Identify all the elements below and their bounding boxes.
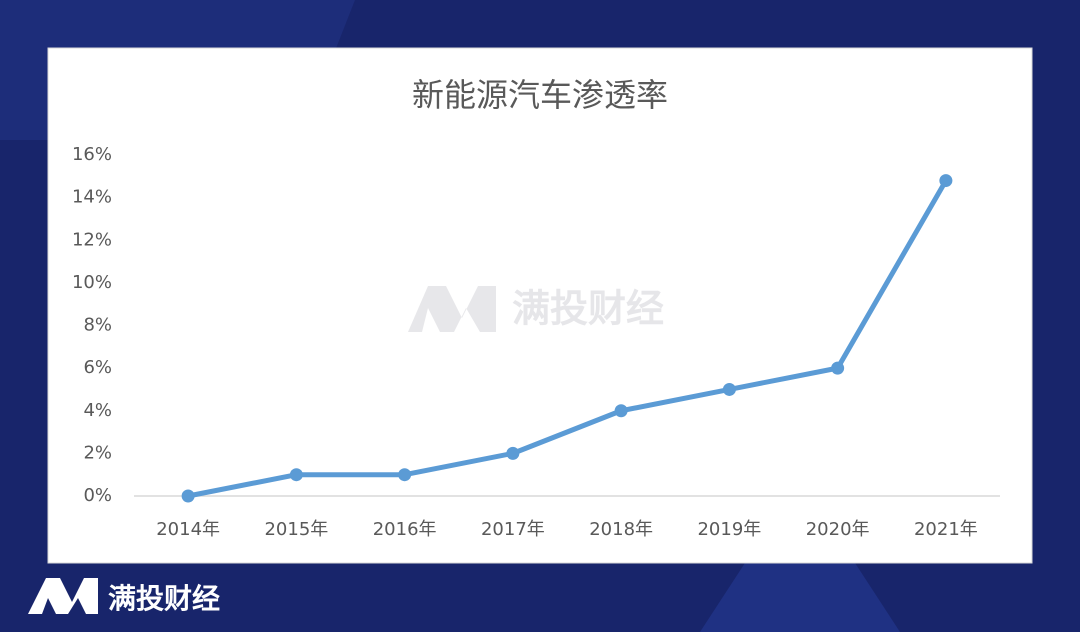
watermark-logo bbox=[408, 286, 496, 332]
chart-panel bbox=[47, 47, 1033, 564]
data-point bbox=[181, 489, 195, 503]
x-tick-label: 2017年 bbox=[481, 519, 545, 540]
y-tick-label: 2% bbox=[83, 442, 112, 463]
y-tick-label: 8% bbox=[83, 315, 112, 336]
chart-title: 新能源汽车渗透率 bbox=[412, 76, 668, 114]
data-point bbox=[289, 468, 303, 482]
series-line bbox=[187, 179, 949, 499]
x-tick-label: 2018年 bbox=[589, 519, 653, 540]
watermark-text: 满投财经 bbox=[512, 287, 664, 331]
brand-name: 满投财经 bbox=[108, 582, 220, 615]
y-tick-label: 0% bbox=[83, 485, 112, 506]
y-tick-label: 12% bbox=[72, 229, 112, 250]
data-point bbox=[506, 446, 520, 460]
data-point bbox=[939, 174, 953, 188]
x-tick-label: 2014年 bbox=[156, 519, 220, 540]
watermark-group: 满投财经 bbox=[408, 286, 664, 332]
data-point bbox=[398, 468, 412, 482]
data-point bbox=[614, 404, 628, 418]
x-tick-label: 2016年 bbox=[373, 519, 437, 540]
x-tick-label: 2019年 bbox=[697, 519, 761, 540]
x-tick-label: 2020年 bbox=[806, 519, 870, 540]
data-point bbox=[831, 361, 845, 375]
y-tick-label: 6% bbox=[83, 357, 112, 378]
x-tick-label: 2021年 bbox=[914, 519, 978, 540]
x-tick-label: 2015年 bbox=[264, 519, 328, 540]
y-tick-label: 4% bbox=[83, 400, 112, 421]
data-point bbox=[722, 382, 736, 396]
y-tick-label: 10% bbox=[72, 272, 112, 293]
y-tick-label: 16% bbox=[72, 144, 112, 165]
brand-logo bbox=[28, 578, 98, 614]
y-tick-label: 14% bbox=[72, 187, 112, 208]
